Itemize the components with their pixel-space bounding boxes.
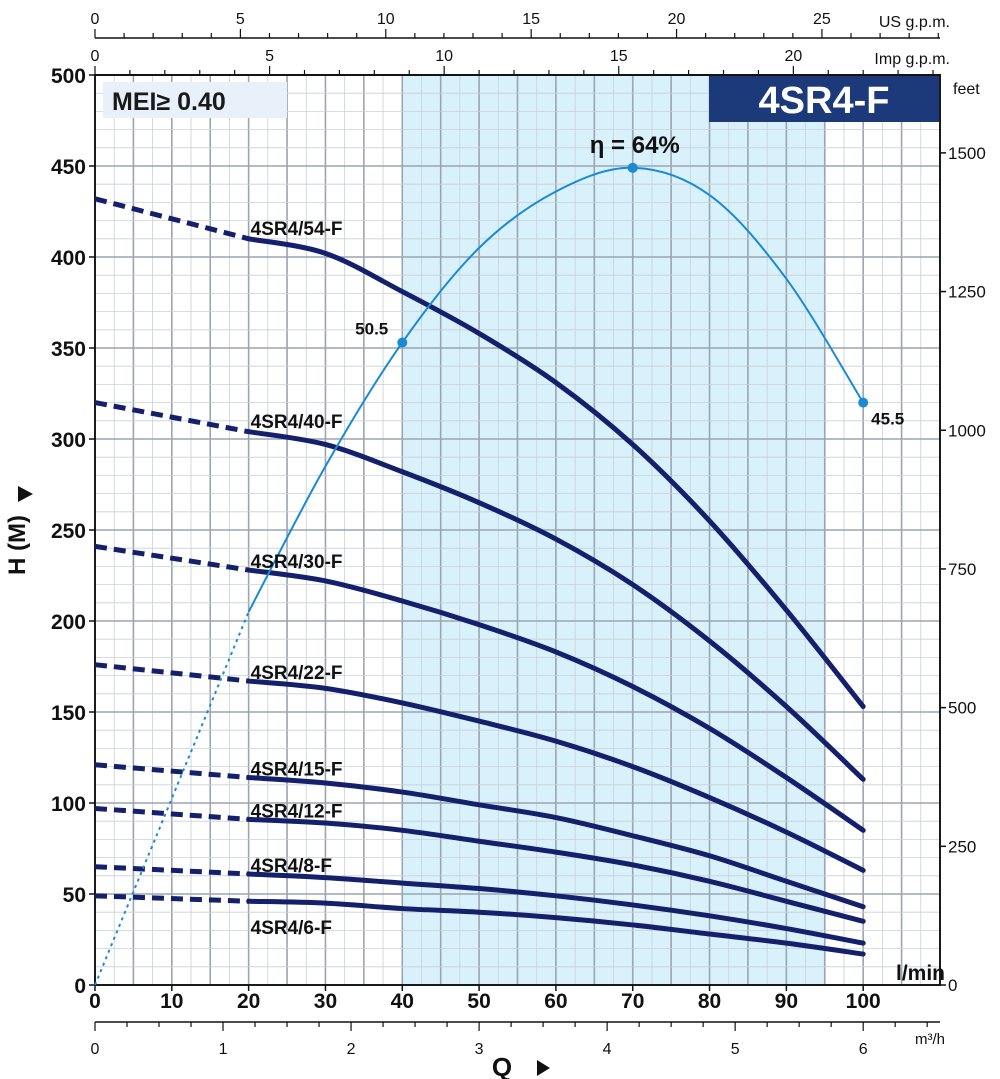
x-axis-arrow-icon: [537, 1060, 550, 1076]
impgpm-axis-tick-label: 0: [91, 48, 100, 65]
unit-usgpm: US g.p.m.: [879, 14, 950, 31]
y-tick-label: 50: [63, 884, 86, 907]
pump-curve: [246, 775, 866, 910]
x-tick-label: 0: [89, 990, 101, 1013]
y-tick-label: 450: [51, 156, 86, 179]
pump-curve-extrapolated: [94, 400, 250, 435]
series-label: 4SR4/8-F: [251, 856, 332, 877]
grid-layer: [94, 74, 941, 986]
x-tick-label: 50: [467, 990, 490, 1013]
unit-feet: feet: [953, 81, 980, 98]
efficiency-curve: [247, 166, 865, 613]
pump-curve-extrapolated: [94, 662, 249, 684]
unit-impgpm: Imp g.p.m.: [874, 51, 950, 68]
model-title: 4SR4-F: [759, 80, 890, 122]
m3h-axis-tick-label: 1: [219, 1041, 228, 1058]
impgpm-axis-tick-label: 5: [265, 48, 274, 65]
x-tick-label: 100: [846, 990, 881, 1013]
y-tick-label: 150: [51, 702, 86, 725]
pump-curve-extrapolated: [94, 864, 249, 877]
unit-lmin: l/min: [896, 962, 945, 985]
y-tick-label: 250: [51, 520, 86, 543]
usgpm-axis-tick-label: 5: [236, 11, 245, 28]
x-tick-label: 20: [237, 990, 260, 1013]
efficiency-point: [397, 337, 408, 348]
feet-tick-label: 750: [948, 560, 976, 579]
m3h-axis-tick-label: 6: [859, 1041, 868, 1058]
feet-tick-label: 1250: [948, 283, 986, 302]
impgpm-axis-tick-label: 15: [610, 48, 628, 65]
usgpm-axis-tick-label: 20: [668, 11, 686, 28]
usgpm-axis-tick-label: 0: [91, 11, 100, 28]
pump-curve-extrapolated: [94, 543, 250, 573]
label-layer: 4SR4/54-F 4SR4/40-F 4SR4/30-F 4SR4/22-F 4SR4…: [251, 219, 343, 939]
y-tick-label: 200: [51, 611, 86, 634]
x-tick-label: 60: [544, 990, 567, 1013]
pump-curve: [246, 678, 866, 873]
x-tick-label: 40: [391, 990, 414, 1013]
pump-curve: [246, 567, 866, 833]
m3h-axis-tick-label: 2: [347, 1041, 356, 1058]
x-tick-label: 30: [314, 990, 337, 1013]
y-axis-arrow-icon: [18, 486, 33, 502]
pump-curve-extrapolated: [94, 196, 250, 242]
mei-badge-box: [103, 82, 287, 118]
x-axis-title: Q: [492, 1052, 512, 1079]
y-tick-label: 0: [74, 975, 86, 998]
usgpm-axis-tick-label: 25: [813, 11, 831, 28]
pump-curve-extrapolated: [94, 805, 249, 822]
feet-tick-label: 0: [948, 976, 957, 995]
y-tick-label: 300: [51, 429, 86, 452]
series-label: 4SR4/15-F: [251, 759, 343, 780]
x-tick-label: 80: [698, 990, 721, 1013]
y-tick-label: 350: [51, 338, 86, 361]
efficiency-point: [627, 162, 638, 173]
usgpm-axis-tick-label: 15: [522, 11, 540, 28]
x-tick-label: 70: [621, 990, 644, 1013]
impgpm-axis-tick-label: 10: [435, 48, 453, 65]
efficiency-layer: 50.5 45.5 η = 64%: [94, 132, 904, 986]
y-tick-label: 400: [51, 247, 86, 270]
axis-layer: 0501001502002503003504004505000250500750…: [51, 11, 986, 1058]
pump-curve-extrapolated: [94, 762, 249, 781]
m3h-axis-tick-label: 3: [475, 1041, 484, 1058]
series-label: 4SR4/12-F: [251, 801, 343, 822]
m3h-axis-tick-label: 0: [91, 1041, 100, 1058]
efficiency-max-label: η = 64%: [590, 132, 680, 159]
pump-curve: [246, 898, 866, 957]
x-tick-label: 90: [775, 990, 798, 1013]
series-label: 4SR4/30-F: [251, 552, 343, 573]
pump-curve: [246, 816, 866, 924]
series-label: 4SR4/6-F: [251, 918, 332, 939]
impgpm-axis-tick-label: 20: [784, 48, 802, 65]
series-label: 4SR4/54-F: [251, 219, 343, 240]
series-label: 4SR4/22-F: [251, 663, 343, 684]
y-axis-title: H (M): [4, 515, 31, 575]
pump-curve-extrapolated: [94, 893, 249, 904]
efficiency-point-label: 45.5: [871, 410, 904, 429]
efficiency-point-label: 50.5: [355, 320, 388, 339]
y-tick-label: 100: [51, 793, 86, 816]
feet-tick-label: 250: [948, 837, 976, 856]
pump-curve: [246, 871, 866, 946]
series-layer: [94, 196, 866, 957]
m3h-axis-tick-label: 4: [603, 1041, 612, 1058]
unit-m3h: m³/h: [915, 1031, 945, 1048]
series-label: 4SR4/40-F: [251, 412, 343, 433]
efficiency-point: [858, 397, 869, 408]
feet-tick-label: 1000: [948, 421, 986, 440]
y-tick-label: 500: [51, 65, 86, 88]
feet-tick-label: 1500: [948, 144, 986, 163]
pump-curve: [246, 429, 866, 782]
pump-curve: [246, 236, 866, 710]
model-title-box: [709, 76, 939, 122]
m3h-axis-tick-label: 5: [731, 1041, 740, 1058]
efficiency-curve-extrapolated: [94, 611, 250, 986]
usgpm-axis-tick-label: 10: [377, 11, 395, 28]
x-tick-label: 10: [160, 990, 183, 1013]
mei-badge: MEI≥ 0.40: [112, 88, 226, 116]
feet-tick-label: 500: [948, 699, 976, 718]
